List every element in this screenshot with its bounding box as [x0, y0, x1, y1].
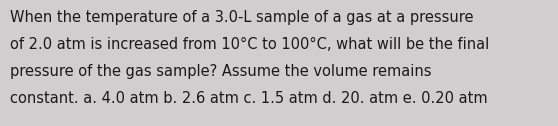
- Text: When the temperature of a 3.0-L sample of a gas at a pressure: When the temperature of a 3.0-L sample o…: [10, 10, 474, 25]
- Text: of 2.0 atm is increased from 10°C to 100°C, what will be the final: of 2.0 atm is increased from 10°C to 100…: [10, 37, 489, 52]
- Text: constant. a. 4.0 atm b. 2.6 atm c. 1.5 atm d. 20. atm e. 0.20 atm: constant. a. 4.0 atm b. 2.6 atm c. 1.5 a…: [10, 91, 488, 106]
- Text: pressure of the gas sample? Assume the volume remains: pressure of the gas sample? Assume the v…: [10, 64, 431, 79]
